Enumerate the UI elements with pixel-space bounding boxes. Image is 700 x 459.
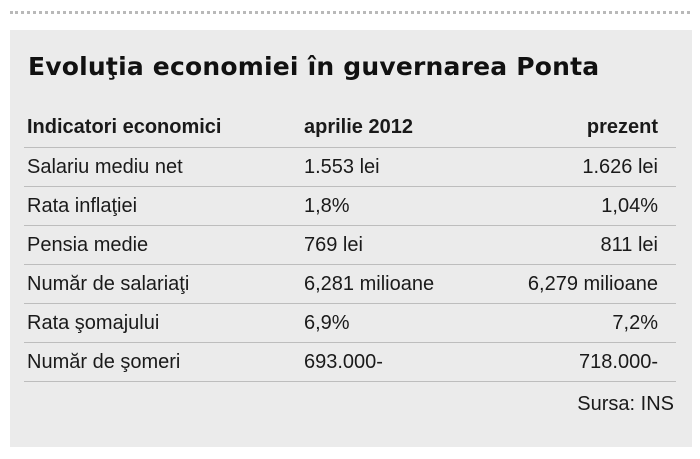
- source-note: Sursa: INS: [577, 393, 674, 415]
- value-april-2012: 1,8%: [304, 195, 350, 217]
- table-row: Pensia medie 769 lei 811 lei: [24, 226, 676, 265]
- value-april-2012: 769 lei: [304, 234, 363, 256]
- value-april-2012: 6,281 milioane: [304, 273, 435, 295]
- value-present: 6,279 milioane: [527, 273, 658, 295]
- indicator-name: Număr de şomeri: [27, 351, 181, 373]
- indicator-name: Pensia medie: [27, 234, 149, 256]
- value-april-2012: 1.553 lei: [304, 156, 380, 178]
- header-indicator: Indicatori economici: [27, 116, 222, 138]
- value-present: 811 lei: [600, 234, 658, 256]
- value-present: 1.626 lei: [582, 156, 658, 178]
- value-april-2012: 693.000-: [304, 351, 383, 373]
- table-row: Rata şomajului 6,9% 7,2%: [24, 304, 676, 343]
- indicator-name: Rata şomajului: [27, 312, 160, 334]
- indicator-name: Rata inflaţiei: [27, 195, 138, 217]
- indicators-table: Indicatori economici aprilie 2012 prezen…: [24, 107, 676, 382]
- infobox-panel: Evoluţia economiei în guvernarea Ponta I…: [10, 30, 692, 447]
- indicator-name: Salariu mediu net: [27, 156, 183, 178]
- table-row: Rata inflaţiei 1,8% 1,04%: [24, 187, 676, 226]
- infobox-title: Evoluţia economiei în guvernarea Ponta: [28, 52, 600, 81]
- table-row: Număr de salariaţi 6,281 milioane 6,279 …: [24, 265, 676, 304]
- value-present: 718.000-: [579, 351, 658, 373]
- header-present: prezent: [586, 116, 658, 138]
- table-header-row: Indicatori economici aprilie 2012 prezen…: [24, 107, 676, 148]
- value-present: 7,2%: [612, 312, 658, 334]
- value-present: 1,04%: [601, 195, 658, 217]
- value-april-2012: 6,9%: [304, 312, 350, 334]
- dotted-top-border: [10, 11, 690, 14]
- indicator-name: Număr de salariaţi: [27, 273, 190, 295]
- header-april-2012: aprilie 2012: [304, 116, 413, 138]
- table-row: Număr de şomeri 693.000- 718.000-: [24, 343, 676, 382]
- table-row: Salariu mediu net 1.553 lei 1.626 lei: [24, 148, 676, 187]
